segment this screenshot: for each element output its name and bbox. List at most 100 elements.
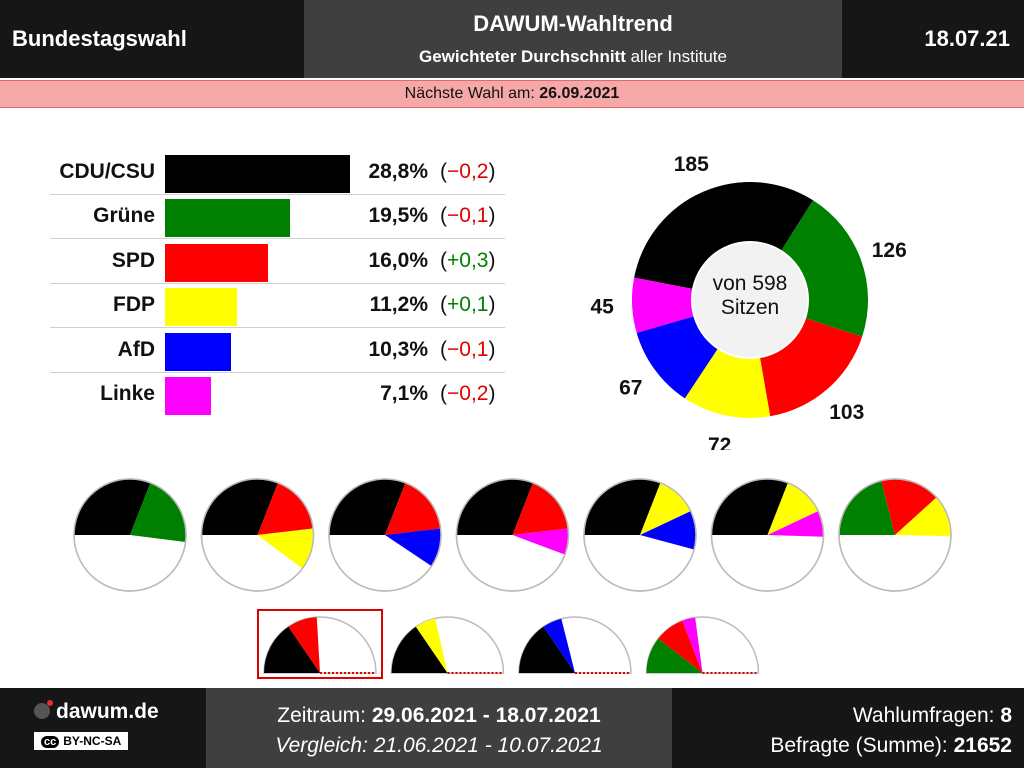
subtitle-rest: aller Institute — [625, 47, 727, 66]
row-divider — [50, 327, 505, 329]
seat-slice-cdu-csu — [634, 182, 814, 290]
donut-center-line2: Sitzen — [720, 296, 780, 319]
coalition-pie-outline — [455, 478, 570, 592]
coalition-slice-linke — [512, 528, 569, 555]
compare-label: Vergleich: — [275, 734, 374, 757]
polls-value: 8 — [1000, 704, 1012, 727]
coalition-pie — [838, 478, 952, 592]
coalition-slice-fdp — [767, 482, 819, 535]
seat-label-cdu-csu: 185 — [674, 153, 709, 176]
bar-change-spd: (+0,3) — [440, 248, 496, 272]
license-badge[interactable]: cc BY-NC-SA — [34, 732, 129, 750]
seat-slice-spd — [759, 318, 863, 417]
bar-change-fdp: (+0,1) — [440, 293, 496, 317]
coalition-slice-linke — [767, 511, 824, 537]
period-value: 29.06.2021 - 18.07.2021 — [371, 704, 601, 727]
coalition-pie — [455, 478, 570, 592]
bar-value-gruene: 19,5% — [368, 204, 428, 228]
coalition-pie-outline — [583, 478, 697, 592]
coalition-slice-spd — [257, 482, 314, 535]
page-subtitle: Gewichteter Durchschnitt aller Institute — [304, 47, 842, 67]
seat-donut-chart: 185 126 103 72 67 45 von 598 Sitzen — [560, 140, 960, 457]
coalition-slice-afd — [640, 511, 697, 550]
bar-change-afd: (−0,1) — [440, 337, 496, 361]
bar-row-linke: Linke 7,1% (−0,2) — [0, 372, 505, 416]
bar-cdu-csu — [165, 155, 350, 193]
title-block: DAWUM-Wahltrend Gewichteter Durchschnitt… — [304, 0, 842, 78]
coalition-half-pie — [518, 616, 632, 674]
coalition-pie — [328, 478, 442, 592]
row-divider — [50, 238, 505, 240]
respondents-line: Befragte (Summe): 21652 — [770, 734, 1012, 758]
respondents-label: Befragte (Summe): — [770, 734, 954, 757]
bar-gruene — [165, 199, 291, 238]
bar-row-cdu-csu: CDU/CSU 28,8% (−0,2) — [0, 150, 505, 195]
seat-slice-fdp — [684, 348, 771, 418]
polls-line: Wahlumfragen: 8 — [770, 704, 1012, 728]
seat-slice-afd — [636, 316, 718, 399]
coalition-pie-outline — [838, 478, 952, 592]
bar-change-gruene: (−0,1) — [440, 204, 496, 228]
bar-change-linke: (−0,2) — [440, 382, 496, 405]
coalition-slice-spd — [881, 479, 937, 535]
polls-label: Wahlumfragen: — [852, 704, 1001, 727]
bar-label-fdp: FDP — [113, 293, 155, 317]
coalition-svg — [73, 478, 952, 679]
bar-row-gruene: Grüne 19,5% (−0,1) — [0, 194, 505, 240]
row-divider — [50, 371, 505, 373]
coalition-charts — [0, 470, 1024, 690]
coalition-slice-afd — [385, 528, 441, 567]
bar-value-spd: 16,0% — [368, 248, 428, 272]
coalition-slice-spd — [512, 482, 569, 535]
coalition-slice-gruene — [130, 482, 186, 543]
site-logo[interactable]: dawum.de — [34, 700, 159, 724]
license-label: BY-NC-SA — [63, 734, 122, 748]
bar-value-cdu-csu: 28,8% — [368, 160, 428, 183]
coalition-half-slice-spd — [288, 617, 320, 673]
period-label: Zeitraum: — [277, 704, 372, 727]
coalition-pie-outline — [200, 478, 315, 592]
election-name: Bundestagswahl — [12, 26, 187, 51]
bar-value-linke: 7,1% — [380, 382, 428, 405]
coalition-half-slice-cdu-csu — [519, 626, 575, 673]
seat-label-afd: 67 — [619, 377, 642, 400]
coalition-slice-fdp — [640, 482, 691, 535]
donut-hole — [691, 241, 809, 359]
coalition-half-pie — [645, 616, 760, 674]
coalition-pie-outline — [710, 478, 825, 592]
coalition-half-pie — [390, 616, 505, 674]
compare-value: 21.06.2021 - 10.07.2021 — [373, 734, 603, 757]
coalition-pie — [200, 478, 315, 592]
coalition-pie — [710, 478, 825, 592]
bar-value-fdp: 11,2% — [369, 293, 428, 317]
bar-row-fdp: FDP 11,2% (+0,1) — [0, 283, 505, 329]
bar-value-afd: 10,3% — [368, 337, 428, 361]
footer-brand: dawum.de cc BY-NC-SA — [34, 700, 159, 750]
coalition-half-slice-cdu-csu — [264, 626, 320, 673]
next-election-label: Nächste Wahl am: — [404, 85, 540, 102]
coalition-pie-outline — [328, 478, 442, 592]
coalition-pie — [583, 478, 697, 592]
bar-linke — [165, 377, 211, 415]
header: Bundestagswahl DAWUM-Wahltrend Gewichtet… — [0, 0, 1024, 78]
page-title: DAWUM-Wahltrend — [473, 11, 673, 36]
bar-label-gruene: Grüne — [93, 204, 155, 228]
coalition-slice-spd — [385, 482, 441, 535]
coalition-slice-fdp — [895, 497, 951, 537]
coalition-half-slice-gruene — [646, 638, 703, 673]
bar-label-cdu-csu: CDU/CSU — [59, 160, 155, 183]
coalition-slice-fdp — [257, 528, 314, 569]
bar-change-cdu-csu: (−0,2) — [440, 160, 496, 183]
coalition-pie — [73, 478, 187, 592]
seat-label-gruene: 126 — [872, 239, 907, 262]
coalition-half-pie — [257, 609, 383, 679]
footer-period: Zeitraum: 29.06.2021 - 18.07.2021 Vergle… — [206, 688, 672, 768]
seat-label-fdp: 72 — [708, 434, 731, 450]
bar-row-spd: SPD 16,0% (+0,3) — [0, 239, 505, 284]
seat-label-spd: 103 — [829, 401, 864, 424]
coalition-slice-gruene — [839, 480, 895, 535]
site-name: dawum.de — [56, 700, 159, 723]
donut-center-line1: von 598 — [712, 272, 788, 295]
period-line: Zeitraum: 29.06.2021 - 18.07.2021 — [206, 704, 672, 728]
subtitle-bold: Gewichteter Durchschnitt — [419, 47, 626, 66]
